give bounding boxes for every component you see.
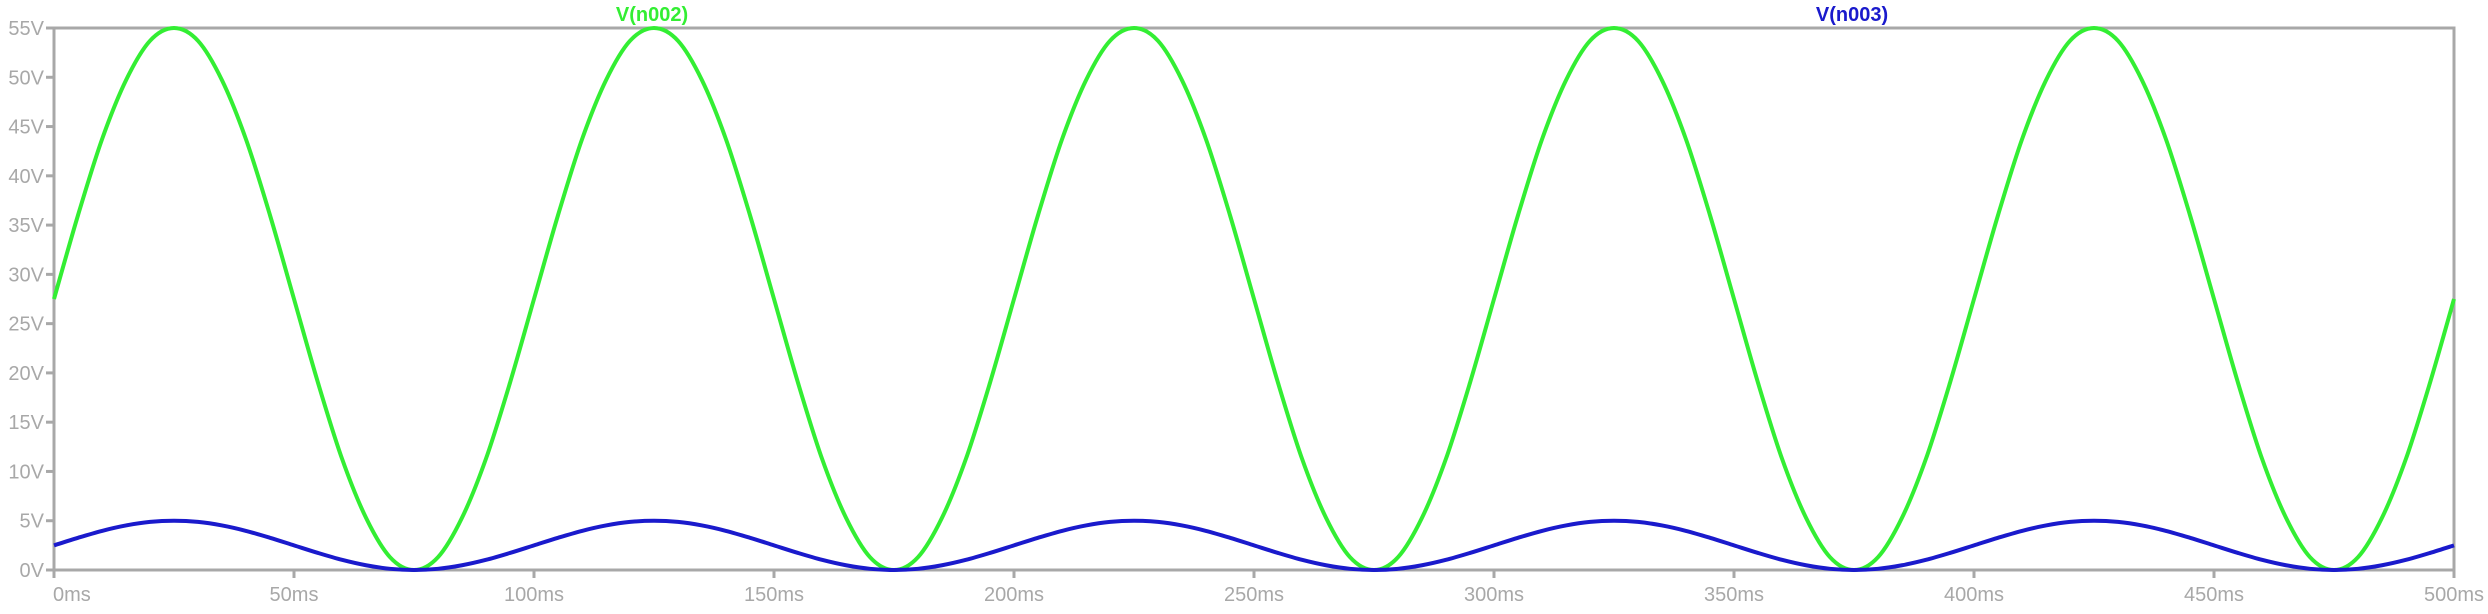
- x-tick-label: 450ms: [2184, 584, 2244, 606]
- y-tick-label: 15V: [8, 412, 44, 434]
- x-tick-label: 300ms: [1464, 584, 1524, 606]
- x-tick-label: 0ms: [53, 584, 91, 606]
- y-tick-label: 10V: [8, 461, 44, 483]
- legend-entry: V(n003): [1816, 4, 1888, 26]
- y-tick-label: 40V: [8, 166, 44, 188]
- y-tick-label: 45V: [8, 117, 44, 139]
- y-tick-label: 20V: [8, 363, 44, 385]
- y-tick-label: 50V: [8, 67, 44, 89]
- x-tick-label: 150ms: [744, 584, 804, 606]
- x-tick-label: 250ms: [1224, 584, 1284, 606]
- y-tick-label: 35V: [8, 215, 44, 237]
- legend: V(n002) V(n003): [616, 4, 1888, 26]
- y-tick-label: 5V: [20, 511, 45, 533]
- axes: 0V 5V 10V 15V 20V 25V 30V 35V 40V 45V 50V 55V 0ms 50m…: [8, 18, 2484, 606]
- x-tick-label: 200ms: [984, 584, 1044, 606]
- x-tick-label: 100ms: [504, 584, 564, 606]
- series-line-v-n002-: [52, 26, 2456, 572]
- y-tick-label: 25V: [8, 314, 44, 336]
- y-tick-label: 0V: [20, 560, 45, 582]
- y-tick-label: 30V: [8, 264, 44, 286]
- x-tick-label: 400ms: [1944, 584, 2004, 606]
- x-tick-label: 500ms: [2424, 584, 2484, 606]
- legend-entry: V(n002): [616, 4, 688, 26]
- series-line-v-n003-: [53, 518, 2455, 572]
- x-tick-label: 350ms: [1704, 584, 1764, 606]
- series-layer: [52, 26, 2456, 572]
- x-tick-label: 50ms: [270, 584, 319, 606]
- y-tick-label: 55V: [8, 18, 44, 40]
